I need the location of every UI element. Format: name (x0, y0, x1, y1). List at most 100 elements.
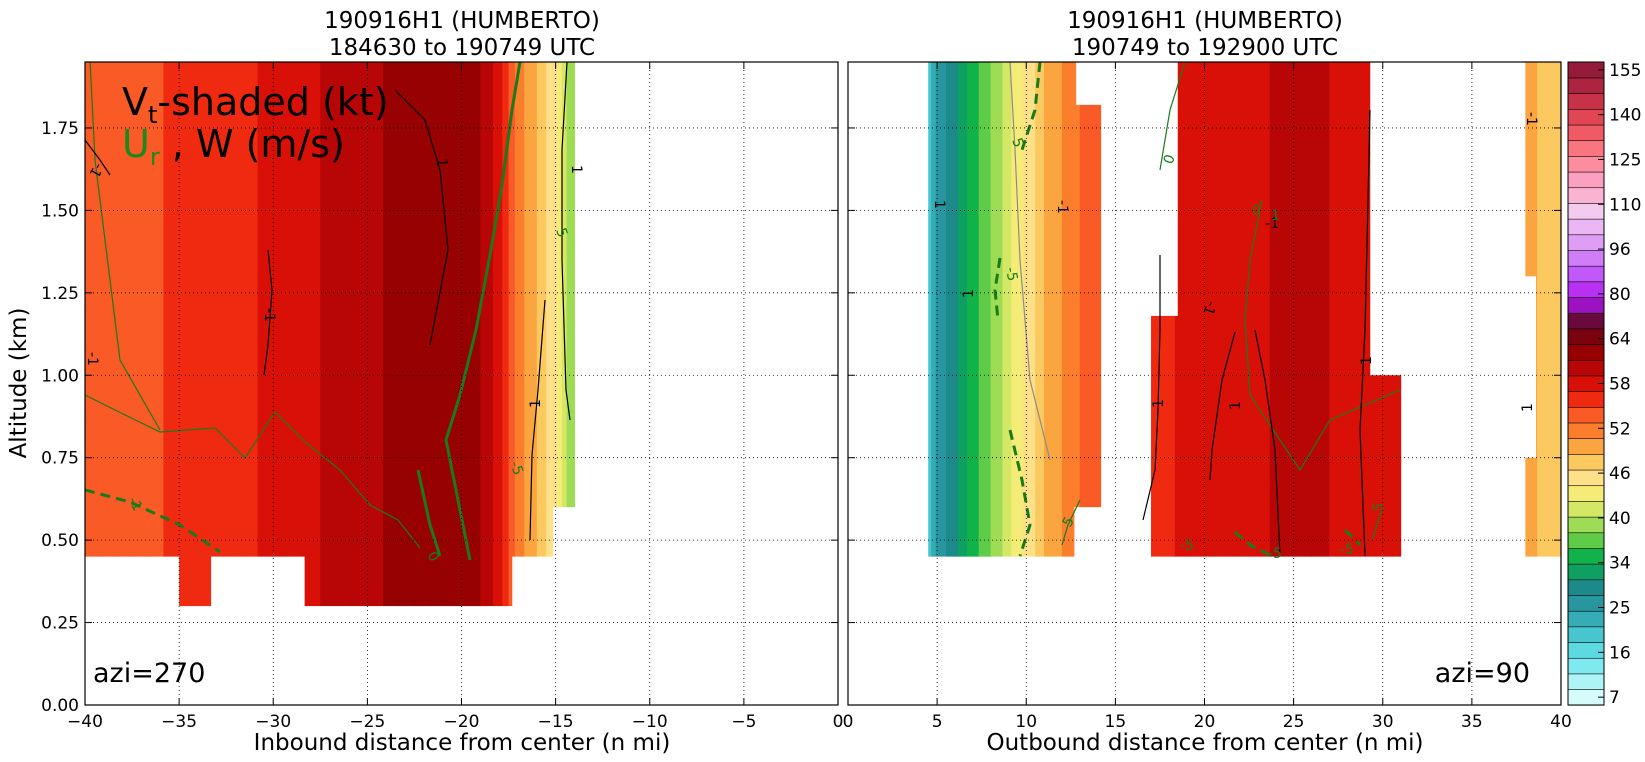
colorbar-swatch (1567, 93, 1605, 110)
vt-shade-cell (946, 62, 950, 557)
w-contour-5-left (529, 299, 546, 541)
vt-shade-cell (1035, 62, 1039, 557)
vt-shade-cell (960, 62, 965, 557)
vt-shade-cell (1038, 62, 1042, 557)
vt-shade-cell (505, 62, 510, 607)
colorbar-tick-label: 155 (1609, 61, 1641, 81)
x-tick-label: −40 (67, 712, 103, 732)
y-tick-label: 0.75 (41, 449, 79, 469)
vt-shade-cell (514, 62, 519, 557)
vt-shade-cell (935, 62, 938, 557)
vt-shade-cell (288, 62, 306, 557)
vt-shade-cell (1050, 62, 1057, 557)
ur-contour-0b-right (1244, 199, 1401, 472)
legend-text: Vt-shaded (kt) Ur , W (m/s) (122, 80, 389, 171)
x-tick-label: 10 (1015, 712, 1037, 732)
colorbar-swatch (1567, 296, 1605, 314)
vt-shade-cell (931, 62, 934, 557)
no-data-region (1518, 276, 1537, 458)
colorbar-tick-label: 52 (1609, 419, 1631, 439)
colorbar-swatch (1567, 406, 1605, 424)
vt-shade-cell (1543, 62, 1550, 557)
vt-shading-left (85, 62, 576, 607)
x-axis-label-left: Inbound distance from center (n mi) (254, 730, 671, 756)
colorbar-swatch (1567, 673, 1605, 690)
colorbar-swatch (1567, 516, 1605, 534)
colorbar-swatch (1567, 171, 1605, 189)
vt-shade-cell (367, 62, 384, 607)
vt-shade-cell (929, 62, 932, 557)
contour-label-right-9: -1 (1523, 112, 1539, 126)
contour-label-left-8: -5 (506, 459, 526, 478)
vt-shade-cell (163, 62, 180, 557)
x-tick-label: −25 (349, 712, 385, 732)
w-contour-1-right (1142, 255, 1161, 521)
x-tick-label: 5 (932, 712, 943, 732)
vt-shade-cell (499, 62, 503, 607)
colorbar-swatch (1567, 202, 1605, 220)
ur-contour-neg5d-right (1234, 530, 1271, 557)
vt-shade-cell (1329, 62, 1348, 557)
y-tick-label: 1.00 (41, 366, 79, 386)
contour-label-left-4: 1 (433, 158, 449, 167)
ur-contours-right (993, 62, 1401, 557)
colorbar-swatch (1567, 265, 1605, 283)
contour-label-left-2: -1 (84, 352, 100, 366)
y-tick-label: 1.25 (41, 284, 79, 304)
vt-shade-cell (1044, 62, 1051, 557)
vt-shade-cell (521, 62, 525, 557)
vt-shade-cell (981, 62, 986, 557)
ur-contour-5-right (1061, 499, 1081, 546)
x-tick-label: −30 (255, 712, 291, 732)
vt-shade-cell (1555, 62, 1561, 557)
vt-shade-cell (966, 62, 971, 557)
ur-contour-0-right (1159, 62, 1186, 171)
colorbar-swatch (1567, 453, 1605, 471)
colorbar-swatch (1567, 140, 1605, 157)
colorbar-tick-label: 140 (1609, 106, 1641, 126)
vt-shade-cell (132, 62, 149, 557)
w-contour-2-right (1254, 329, 1281, 557)
vt-shade-cell (993, 62, 998, 557)
contour-label-right-0: 1 (931, 200, 947, 209)
vt-shading-right (928, 62, 1561, 557)
w-contour-3-left (561, 62, 571, 421)
vt-shade-cell (536, 62, 541, 557)
ur-contour-5b-right (1371, 509, 1383, 541)
grid-right (848, 62, 1561, 705)
contour-label-right-4: -5 (1002, 266, 1020, 283)
colorbar-tick-label: 80 (1609, 285, 1631, 305)
vt-shade-cell (568, 62, 571, 508)
ur-contour-neg1-left (85, 488, 221, 554)
vt-shade-cell (1091, 62, 1105, 508)
vt-shade-cell (1026, 62, 1030, 557)
colorbar-swatch (1567, 547, 1605, 565)
vt-shade-cell (502, 62, 507, 607)
colorbar-tick-label: 16 (1609, 643, 1631, 663)
vt-shade-cell (1537, 62, 1544, 557)
colorbar-tick-label: 110 (1609, 195, 1641, 215)
vt-shade-cell (549, 62, 554, 557)
ur-contour-0b-left (416, 469, 442, 557)
contour-label-right-11: 1 (1359, 356, 1375, 365)
vt-shade-cell (226, 62, 243, 557)
colorbar-swatch (1567, 187, 1605, 204)
vt-shade-cell (1246, 62, 1271, 557)
y-tick-label: 1.50 (41, 201, 79, 221)
right-panel-azi-90: 1 -1 1 -1 -5 5 0 -1 1 -1 1 1 1 -5 -5 -5 … (843, 8, 1572, 756)
colorbar-swatch (1567, 234, 1605, 251)
y-tick-label: 0.25 (41, 614, 79, 634)
vt-shade-cell (304, 62, 321, 607)
contour-label-left-6: -1 (125, 494, 146, 514)
vt-shade-cell (555, 62, 558, 508)
vt-shade-cell (937, 62, 941, 557)
vt-shade-cell (558, 62, 561, 508)
vt-shade-cell (383, 62, 400, 607)
vt-shade-cell (530, 62, 535, 557)
vt-shade-cell (1002, 62, 1007, 557)
colorbar-swatch (1567, 641, 1605, 659)
ur-contour-0-left (444, 62, 522, 561)
w-contours-right (1142, 109, 1371, 557)
vt-shade-cell (928, 62, 931, 557)
vt-shade-cell (467, 62, 475, 607)
